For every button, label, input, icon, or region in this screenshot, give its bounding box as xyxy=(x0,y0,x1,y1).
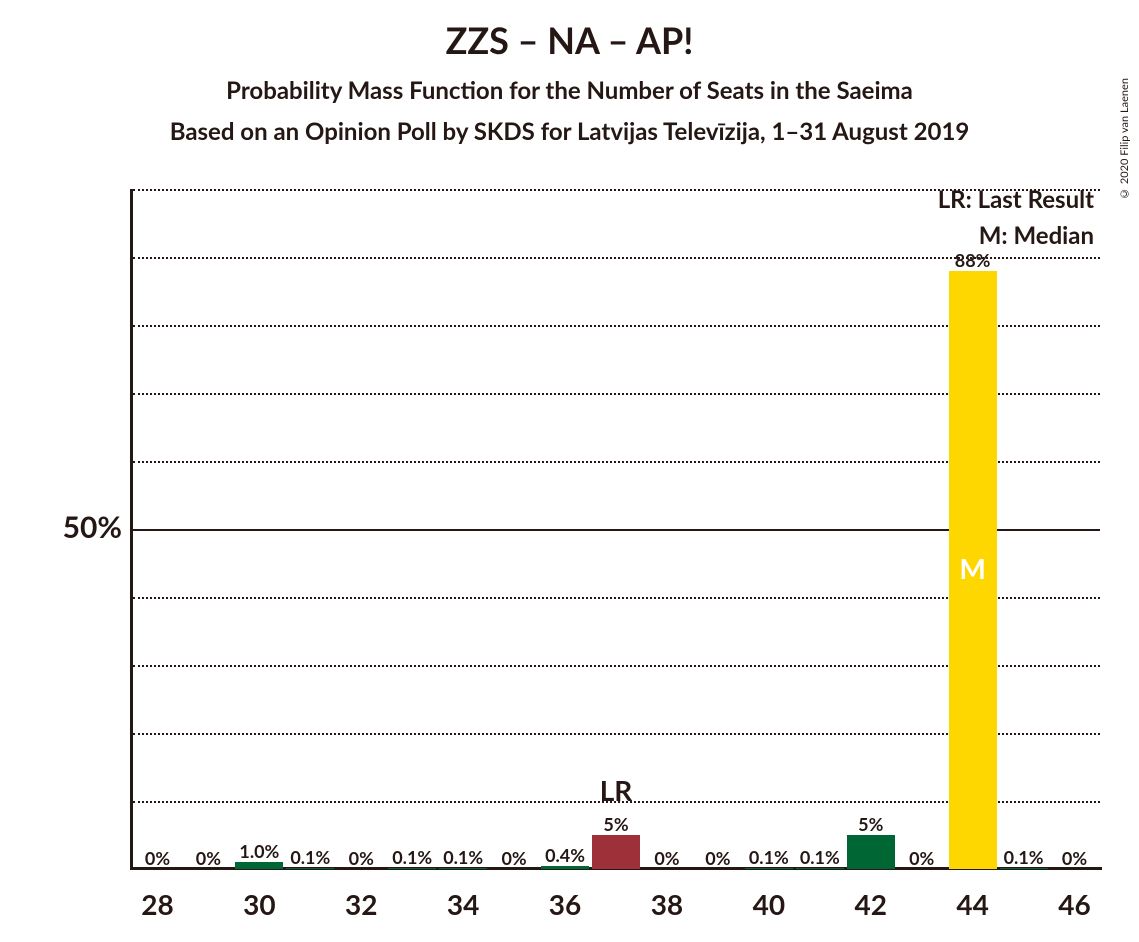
x-tick-label: 46 xyxy=(1045,887,1105,921)
chart-container: ZZS – NA – AP! Probability Mass Function… xyxy=(0,18,1139,942)
x-tick-label: 42 xyxy=(841,887,901,921)
lr-marker: LR xyxy=(586,773,646,807)
x-tick-label: 32 xyxy=(331,887,391,921)
x-tick-label: 38 xyxy=(637,887,697,921)
bar xyxy=(388,868,436,869)
plot-area: 50%283032343638404244460%0%1.0%0.1%0%0.1… xyxy=(132,189,1100,869)
copyright-text: © 2020 Filip van Laenen xyxy=(1118,78,1131,200)
bar-value-label: 5% xyxy=(586,813,646,835)
chart-subtitle-1: Probability Mass Function for the Number… xyxy=(0,76,1139,105)
chart-subtitle-2: Based on an Opinion Poll by SKDS for Lat… xyxy=(0,117,1139,146)
bar xyxy=(1000,868,1048,869)
bar-value-label: 0.4% xyxy=(535,844,595,866)
x-tick-label: 36 xyxy=(535,887,595,921)
x-tick-label: 30 xyxy=(229,887,289,921)
x-tick-label: 40 xyxy=(739,887,799,921)
bar xyxy=(592,835,640,869)
legend-m: M: Median xyxy=(979,221,1094,250)
bar xyxy=(439,868,487,869)
median-marker: M xyxy=(943,551,1003,585)
bar-value-label: 0% xyxy=(1045,847,1105,869)
y-axis-label: 50% xyxy=(22,509,122,545)
bar xyxy=(796,868,844,869)
bar xyxy=(745,868,793,869)
bar xyxy=(847,835,895,869)
bar-value-label: 5% xyxy=(841,813,901,835)
x-tick-label: 28 xyxy=(127,887,187,921)
bar xyxy=(541,866,589,869)
x-tick-label: 34 xyxy=(433,887,493,921)
legend-lr: LR: Last Result xyxy=(938,185,1094,214)
bar-value-label: 88% xyxy=(943,249,1003,271)
bar xyxy=(286,868,334,869)
bar-value-label: 0% xyxy=(892,847,952,869)
chart-title: ZZS – NA – AP! xyxy=(0,18,1139,62)
bar xyxy=(235,862,283,869)
bar-value-label: 0.1% xyxy=(790,846,850,868)
x-tick-label: 44 xyxy=(943,887,1003,921)
